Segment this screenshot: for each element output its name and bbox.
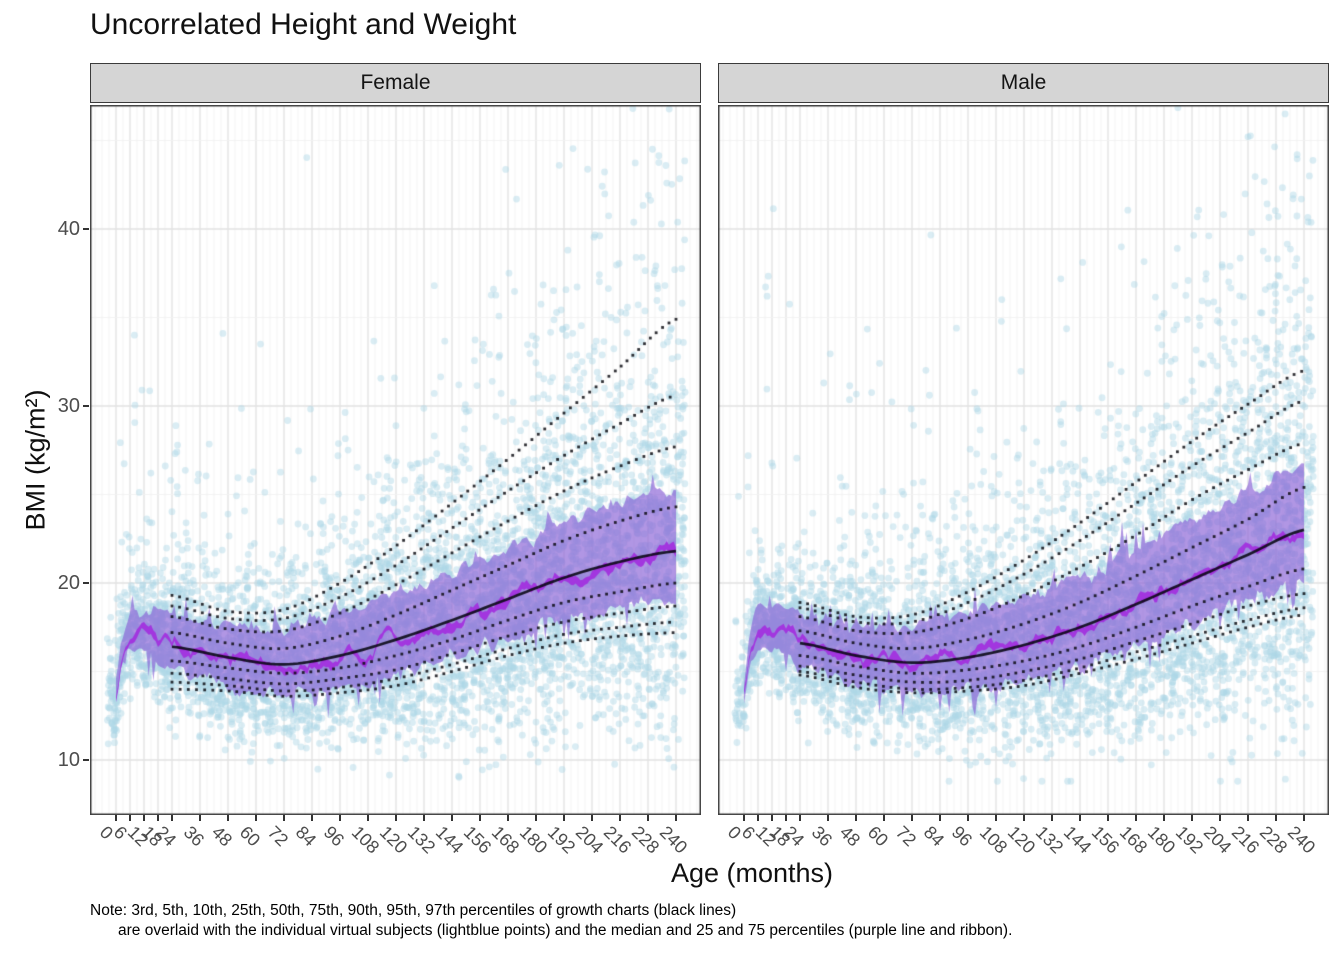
footnote: Note: 3rd, 5th, 10th, 25th, 50th, 75th, … [90, 901, 1012, 942]
y-tick-mark [83, 228, 89, 230]
y-axis-title: BMI (kg/m²) [20, 389, 51, 531]
x-tick-label: 72 [263, 822, 293, 851]
x-tick-mark [756, 815, 759, 821]
x-tick-mark [590, 815, 593, 821]
x-tick-mark [770, 815, 773, 821]
panel-canvas-female [90, 105, 701, 815]
facet-strip-label-female: Female [360, 71, 431, 94]
y-tick-label: 20 [57, 572, 80, 594]
x-tick-mark [450, 815, 453, 821]
x-tick-mark [366, 815, 369, 821]
x-tick-label: 36 [807, 822, 837, 851]
x-tick-mark [394, 815, 397, 821]
x-tick-label: 96 [947, 822, 977, 851]
x-tick-mark [1022, 815, 1025, 821]
x-tick-mark [128, 815, 131, 821]
x-tick-mark [198, 815, 201, 821]
y-tick-label: 30 [57, 395, 80, 417]
facet-strip-label-male: Male [1000, 71, 1047, 94]
x-tick-label: 48 [835, 822, 865, 851]
x-tick-mark [1050, 815, 1053, 821]
x-tick-mark [1274, 815, 1277, 821]
x-tick-mark [646, 815, 649, 821]
x-tick-mark [674, 815, 677, 821]
x-tick-label: 60 [863, 822, 893, 851]
x-tick-mark [1106, 815, 1109, 821]
x-tick-label: 36 [179, 822, 209, 851]
x-tick-label: 84 [291, 822, 321, 851]
x-tick-mark [1078, 815, 1081, 821]
x-tick-mark [282, 815, 285, 821]
x-tick-mark [743, 815, 745, 821]
x-tick-mark [422, 815, 425, 821]
x-tick-mark [1190, 815, 1193, 821]
x-tick-mark [966, 815, 969, 821]
y-tick-mark [83, 582, 89, 584]
x-tick-mark [1218, 815, 1221, 821]
y-tick-mark [83, 759, 89, 761]
x-tick-mark [156, 815, 159, 821]
footnote-line-1: Note: 3rd, 5th, 10th, 25th, 50th, 75th, … [90, 902, 737, 919]
footnote-line-2: are overlaid with the individual virtual… [118, 922, 1013, 940]
x-tick-label: 60 [235, 822, 265, 851]
x-tick-mark [826, 815, 829, 821]
x-tick-label: 84 [919, 822, 949, 851]
x-tick-mark [562, 815, 565, 821]
x-tick-mark [142, 815, 145, 821]
x-tick-mark [226, 815, 229, 821]
x-tick-mark [910, 815, 913, 821]
x-tick-mark [506, 815, 509, 821]
x-tick-mark [618, 815, 621, 821]
x-tick-mark [1162, 815, 1165, 821]
x-tick-label: 48 [207, 822, 237, 851]
plot-title: Uncorrelated Height and Weight [90, 8, 517, 41]
x-tick-mark [478, 815, 481, 821]
y-tick-label: 10 [57, 749, 80, 771]
x-tick-mark [338, 815, 341, 821]
x-tick-label: 96 [319, 822, 349, 851]
x-tick-label: 240 [1283, 822, 1320, 858]
x-tick-mark [854, 815, 857, 821]
y-tick-label: 40 [57, 218, 80, 240]
x-tick-mark [784, 815, 787, 821]
x-tick-mark [882, 815, 885, 821]
x-tick-mark [310, 815, 313, 821]
x-tick-mark [994, 815, 997, 821]
x-tick-mark [254, 815, 257, 821]
panel-canvas-male [718, 105, 1329, 815]
facet-strip-male: Male [718, 63, 1329, 103]
x-tick-mark [115, 815, 117, 821]
x-tick-mark [534, 815, 537, 821]
facet-strip-female: Female [90, 63, 701, 103]
x-tick-mark [1134, 815, 1137, 821]
x-tick-mark [1246, 815, 1249, 821]
x-tick-mark [798, 815, 801, 821]
x-axis-title: Age (months) [670, 858, 834, 888]
x-tick-mark [938, 815, 941, 821]
x-tick-mark [1302, 815, 1305, 821]
y-tick-mark [83, 405, 89, 407]
x-tick-mark [170, 815, 173, 821]
x-tick-label: 72 [891, 822, 921, 851]
x-tick-label: 240 [655, 822, 692, 858]
